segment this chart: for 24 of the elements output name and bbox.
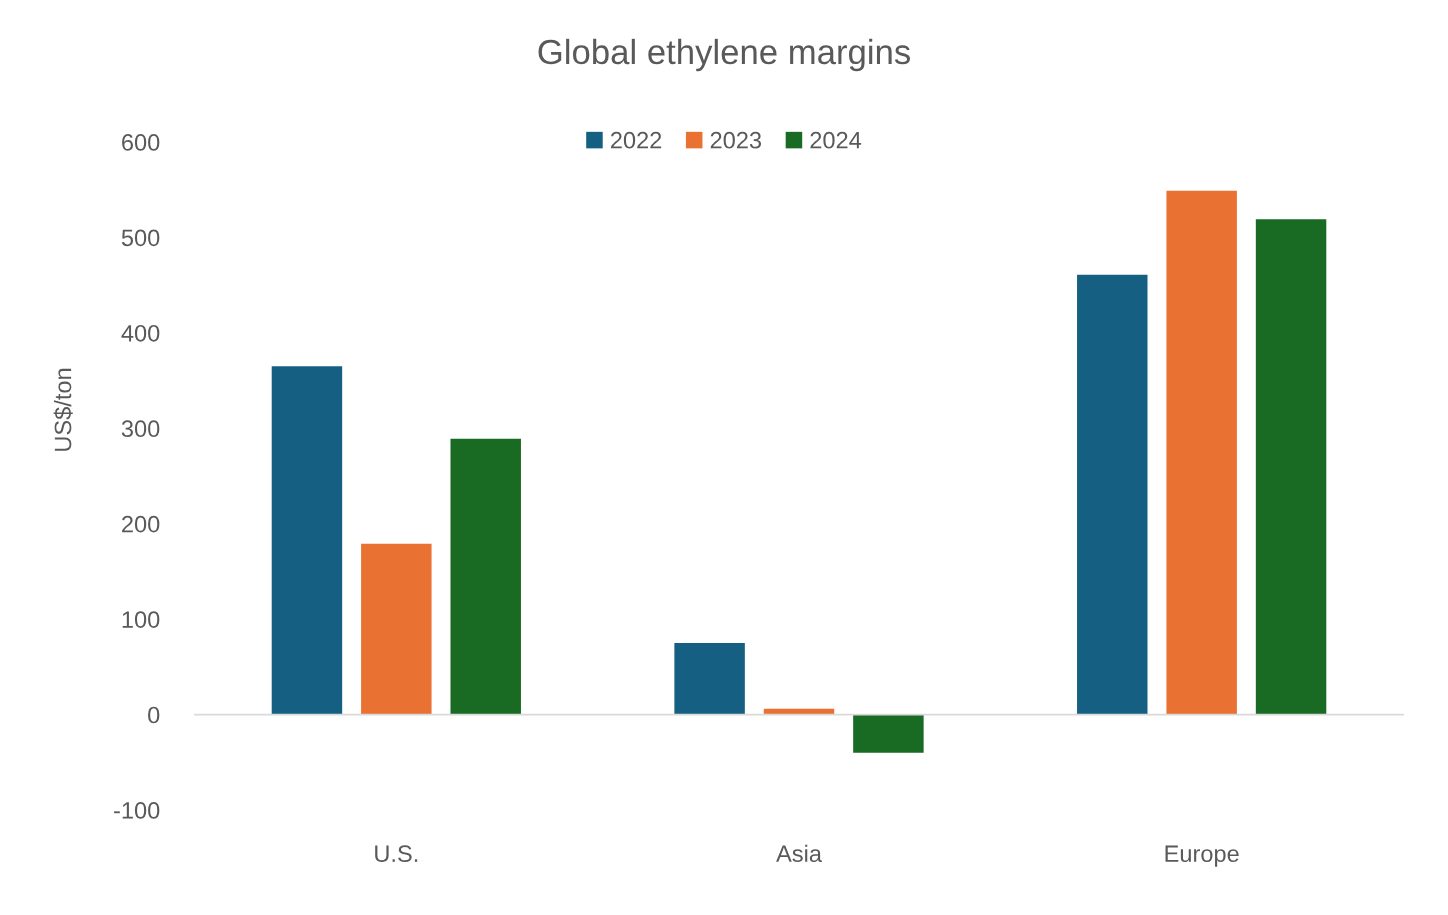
chart-title: Global ethylene margins	[538, 38, 910, 72]
bar	[1255, 219, 1327, 715]
legend-label: 2022	[610, 131, 662, 149]
y-tick-label: 200	[122, 515, 160, 533]
legend-label: 2024	[810, 131, 862, 149]
legend-label: 2023	[710, 131, 762, 149]
y-tick-label: 300	[121, 420, 160, 438]
bar	[1166, 190, 1237, 715]
bar	[271, 366, 343, 715]
y-tick-label: 600	[122, 134, 160, 151]
bar	[1077, 274, 1148, 715]
y-tick-label: -100	[114, 802, 160, 819]
bar	[674, 643, 745, 715]
y-axis-title: US$/ton	[53, 368, 73, 451]
y-tick-label: 100	[122, 611, 160, 628]
bar	[361, 543, 432, 715]
bar	[450, 438, 521, 715]
x-tick-label: U.S.	[375, 845, 418, 863]
x-tick-label: Europe	[1165, 845, 1239, 867]
bar	[853, 714, 924, 753]
y-tick-label: 0	[148, 706, 160, 724]
y-tick-label: 500	[121, 229, 160, 247]
x-tick-label: Asia	[776, 844, 822, 863]
y-tick-label: 400	[121, 324, 160, 342]
